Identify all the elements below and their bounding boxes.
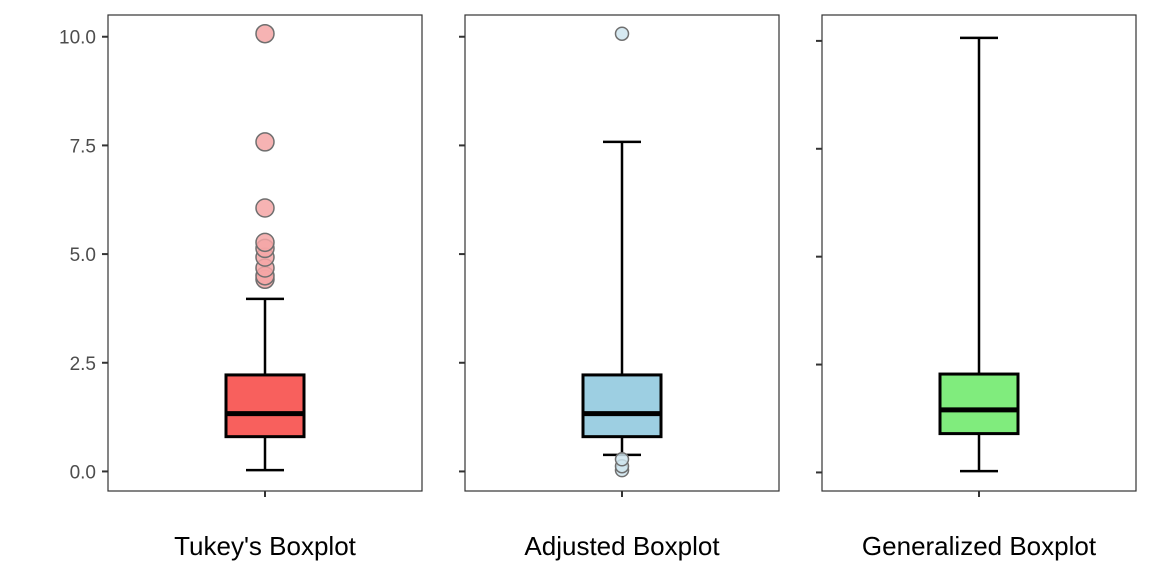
panel-tukey-box [224,373,306,439]
panel-adjusted-outlier-3 [614,26,630,41]
panel-tukey-outlier-7 [255,132,275,152]
panel-tukey-outlier-6 [255,198,275,218]
panel-tukey-outlier-8 [255,23,275,44]
y-tick-label-2: 5.0 [70,245,96,266]
y-tick-label-1: 2.5 [70,354,96,375]
panel-adjusted-title: Adjusted Boxplot [524,531,720,561]
panel-adjusted-box [581,373,663,439]
panel-tukey-title: Tukey's Boxplot [174,531,357,561]
panel-generalized-box [938,372,1020,436]
panel-tukey-outlier-5 [255,232,275,253]
panel-tukey-marks: 0.0 2.5 5.0 7.5 10.0 [59,23,306,497]
panel-generalized-marks [816,36,1020,497]
y-tick-label-0: 0.0 [70,462,96,483]
y-tick-label-3: 7.5 [70,136,96,157]
y-tick-label-4: 10.0 [59,28,96,49]
panel-adjusted-outlier-2 [614,452,630,467]
panel-generalized-title: Generalized Boxplot [862,531,1097,561]
panel-adjusted-marks [459,26,663,497]
